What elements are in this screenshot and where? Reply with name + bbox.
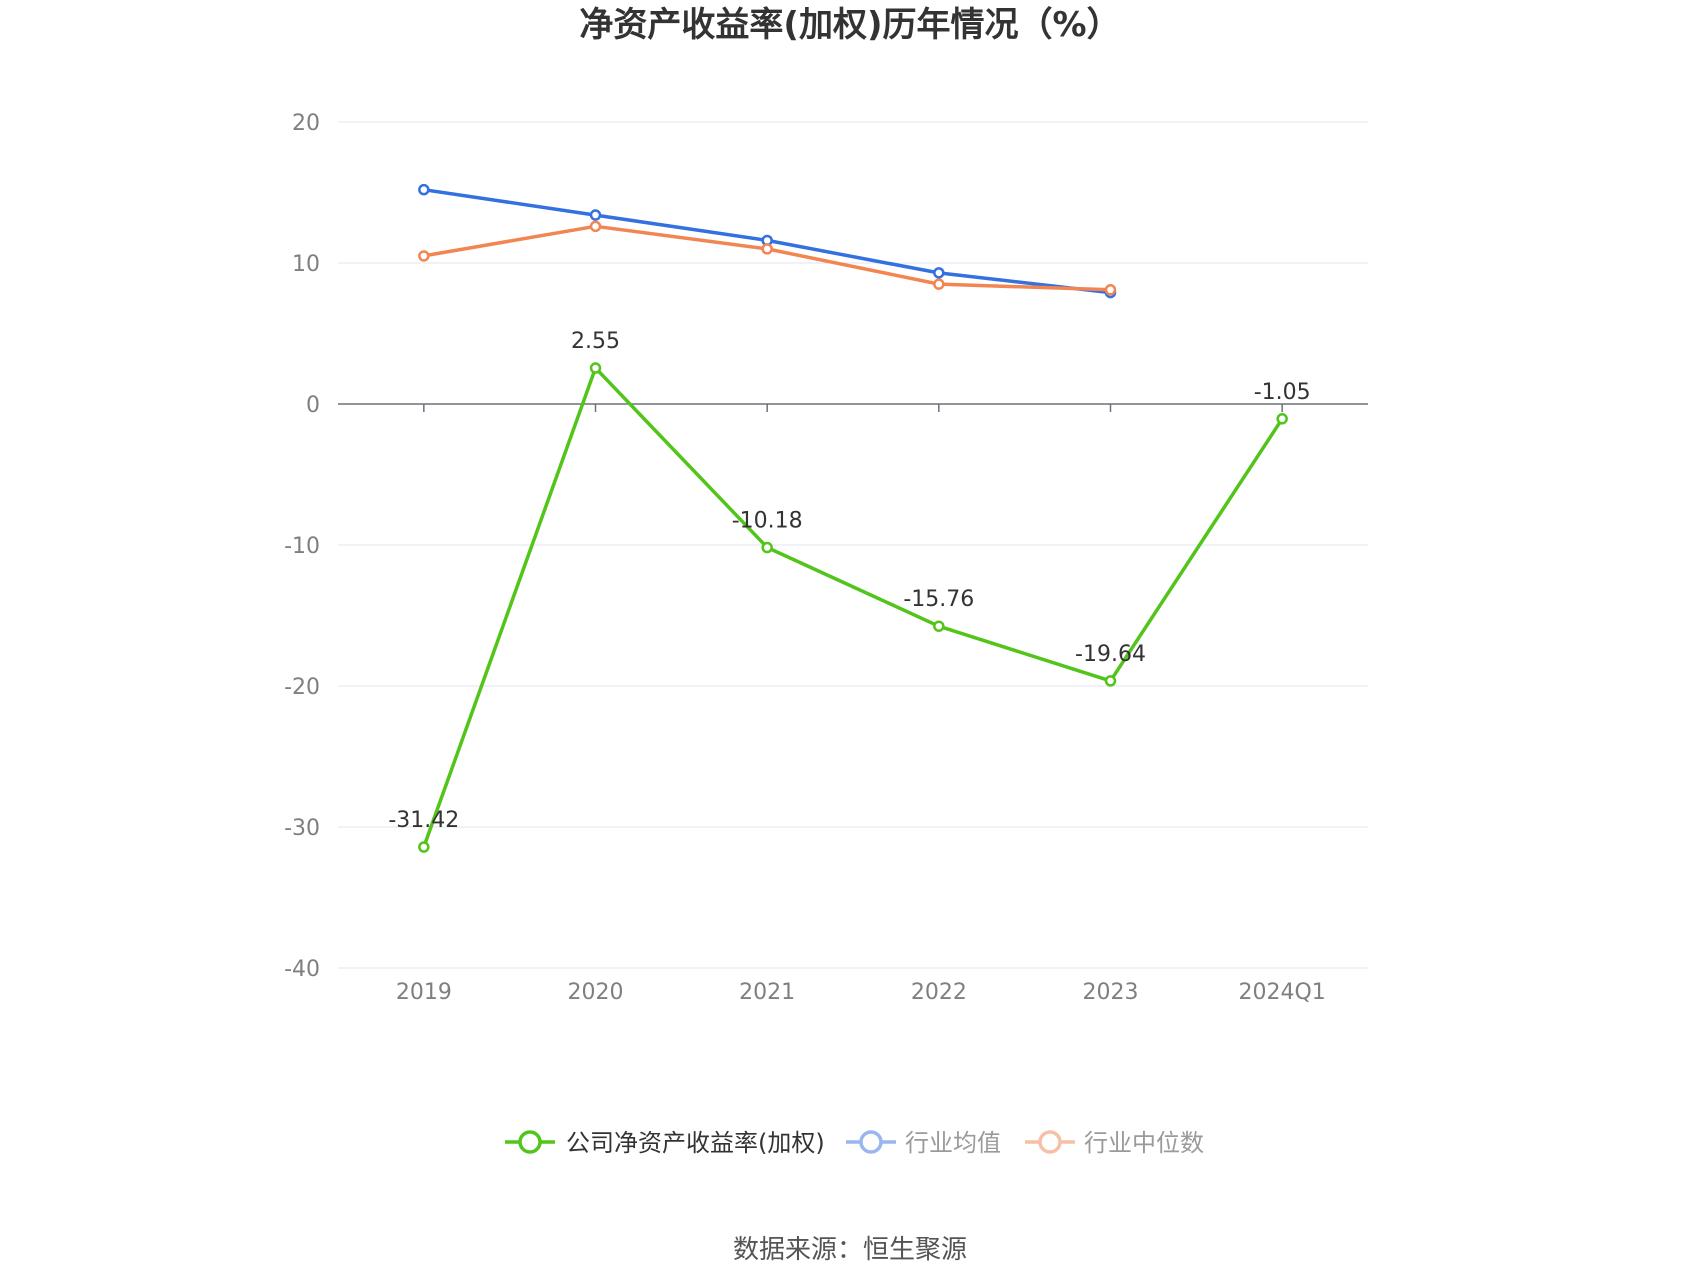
data-labels: -31.42 2.55 -10.18 -15.76 -19.64 -1.05 [388, 329, 1310, 833]
y-tick-label: -40 [284, 957, 320, 982]
y-tick-label: -30 [284, 816, 320, 841]
data-label: -10.18 [732, 509, 803, 534]
axes: 20 10 0 -10 -20 -30 -40 2019 2020 2021 2022 2023 202… [284, 111, 1326, 1005]
data-point[interactable] [589, 209, 602, 221]
data-point[interactable] [418, 183, 430, 196]
legend-marker [1038, 1130, 1062, 1154]
grid-lines [338, 121, 1368, 969]
y-tick-label: -20 [284, 675, 320, 700]
data-source: 数据来源：恒生聚源 [733, 1235, 967, 1265]
data-point[interactable] [761, 541, 773, 554]
y-tick-label: 0 [306, 393, 320, 418]
y-tick-label: 10 [292, 252, 320, 277]
data-label: 2.55 [571, 329, 620, 354]
chart-title: 净资产收益率(加权)历年情况（%） [579, 5, 1120, 45]
x-tick-label: 2024Q1 [1239, 980, 1326, 1005]
legend-label: 行业中位数 [1084, 1129, 1204, 1157]
legend-marker [518, 1130, 542, 1154]
series-line-0 [422, 366, 1284, 848]
data-point[interactable] [933, 620, 945, 632]
data-point[interactable] [1104, 675, 1117, 687]
data-label: -19.64 [1075, 642, 1146, 667]
legend-marker [859, 1130, 883, 1154]
y-tick-label: 20 [292, 111, 320, 136]
x-tick-label: 2020 [568, 980, 624, 1005]
data-point[interactable] [589, 362, 602, 374]
data-label: -1.05 [1254, 380, 1311, 405]
data-point[interactable] [1276, 413, 1288, 425]
data-label: -15.76 [903, 587, 974, 612]
series-points [418, 183, 1288, 853]
series-lines [422, 187, 1284, 848]
legend-label: 公司净资产收益率(加权) [566, 1129, 825, 1157]
legend-label: 行业均值 [905, 1129, 1001, 1157]
data-point[interactable] [589, 220, 602, 233]
x-tick-label: 2023 [1083, 980, 1139, 1005]
data-point[interactable] [418, 250, 430, 262]
data-point[interactable] [1104, 284, 1117, 296]
data-point[interactable] [933, 278, 945, 290]
legend-item-0[interactable]: 公司净资产收益率(加权) [505, 1129, 825, 1157]
data-point[interactable] [418, 841, 430, 853]
legend-item-2[interactable]: 行业中位数 [1025, 1129, 1204, 1157]
data-point[interactable] [761, 243, 773, 255]
data-point[interactable] [933, 267, 945, 279]
legend: 公司净资产收益率(加权) 行业均值 行业中位数 [505, 1129, 1204, 1157]
x-tick-label: 2021 [739, 980, 795, 1005]
data-label: -31.42 [388, 808, 459, 833]
legend-item-1[interactable]: 行业均值 [846, 1129, 1001, 1157]
y-tick-label: -10 [284, 534, 320, 559]
x-tick-label: 2019 [396, 980, 452, 1005]
x-tick-label: 2022 [911, 980, 967, 1005]
